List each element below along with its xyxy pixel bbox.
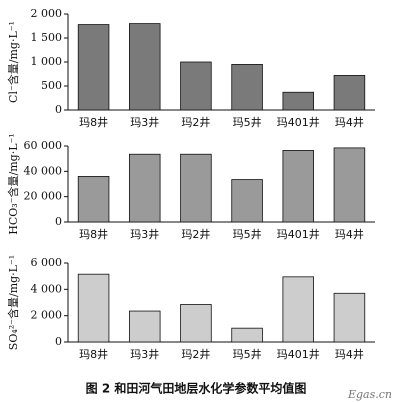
y-axis-label: Cl⁻含量/mg·L⁻¹ bbox=[6, 21, 20, 103]
x-tick-label: 玛5井 bbox=[233, 115, 262, 129]
bar bbox=[180, 61, 212, 111]
watermark: Egas.cn bbox=[347, 388, 392, 401]
bar bbox=[77, 24, 110, 111]
bar bbox=[128, 153, 161, 223]
bar bbox=[282, 91, 314, 111]
y-tick-label: 60 000 bbox=[24, 139, 63, 152]
bar bbox=[231, 179, 263, 223]
bar bbox=[77, 273, 110, 343]
x-tick-label: 玛8井 bbox=[79, 347, 108, 361]
x-tick-label: 玛2井 bbox=[181, 227, 210, 241]
y-tick-label: 2 000 bbox=[31, 309, 63, 322]
x-tick-label: 玛4井 bbox=[335, 115, 364, 129]
caption: 图 2 和田河气田地层水化学参数平均值图 bbox=[86, 381, 307, 396]
x-tick-label: 玛4井 bbox=[335, 227, 364, 241]
y-axis-label: SO₄²⁻含量/mg·L⁻¹ bbox=[6, 255, 20, 350]
x-tick-label: 玛5井 bbox=[233, 227, 262, 241]
bar bbox=[333, 292, 366, 343]
bar bbox=[231, 64, 263, 111]
y-tick-label: 40 000 bbox=[24, 164, 63, 177]
x-tick-label: 玛2井 bbox=[181, 115, 210, 129]
x-tick-label: 玛401井 bbox=[277, 227, 320, 241]
x-tick-label: 玛2井 bbox=[181, 347, 210, 361]
y-tick-label: 0 bbox=[55, 215, 62, 228]
bar bbox=[333, 147, 366, 223]
bar bbox=[77, 175, 110, 223]
bar bbox=[128, 310, 161, 343]
bar bbox=[180, 304, 212, 343]
y-tick-label: 0 bbox=[55, 335, 62, 348]
x-tick-label: 玛3井 bbox=[130, 115, 159, 129]
y-tick-label: 1 000 bbox=[31, 55, 63, 68]
bar bbox=[180, 153, 212, 223]
x-tick-label: 玛4井 bbox=[335, 347, 364, 361]
y-tick-label: 500 bbox=[41, 79, 62, 92]
y-tick-label: 20 000 bbox=[24, 190, 63, 203]
y-tick-label: 0 bbox=[55, 103, 62, 116]
x-tick-label: 玛8井 bbox=[79, 227, 108, 241]
x-tick-label: 玛401井 bbox=[277, 347, 320, 361]
x-tick-label: 玛8井 bbox=[79, 115, 108, 129]
bar bbox=[231, 327, 263, 343]
x-tick-label: 玛3井 bbox=[130, 347, 159, 361]
bar bbox=[128, 23, 161, 111]
x-tick-label: 玛5井 bbox=[233, 347, 262, 361]
bar bbox=[282, 150, 314, 223]
x-tick-label: 玛401井 bbox=[277, 115, 320, 129]
y-tick-label: 2 000 bbox=[31, 7, 63, 20]
bar bbox=[333, 75, 366, 111]
y-tick-label: 6 000 bbox=[31, 256, 63, 269]
y-axis-label: HCO₃⁻含量/mg·L⁻¹ bbox=[6, 133, 20, 234]
y-tick-label: 1 500 bbox=[31, 31, 63, 44]
bar bbox=[282, 276, 314, 343]
x-tick-label: 玛3井 bbox=[130, 227, 159, 241]
y-tick-label: 4 000 bbox=[31, 282, 63, 295]
